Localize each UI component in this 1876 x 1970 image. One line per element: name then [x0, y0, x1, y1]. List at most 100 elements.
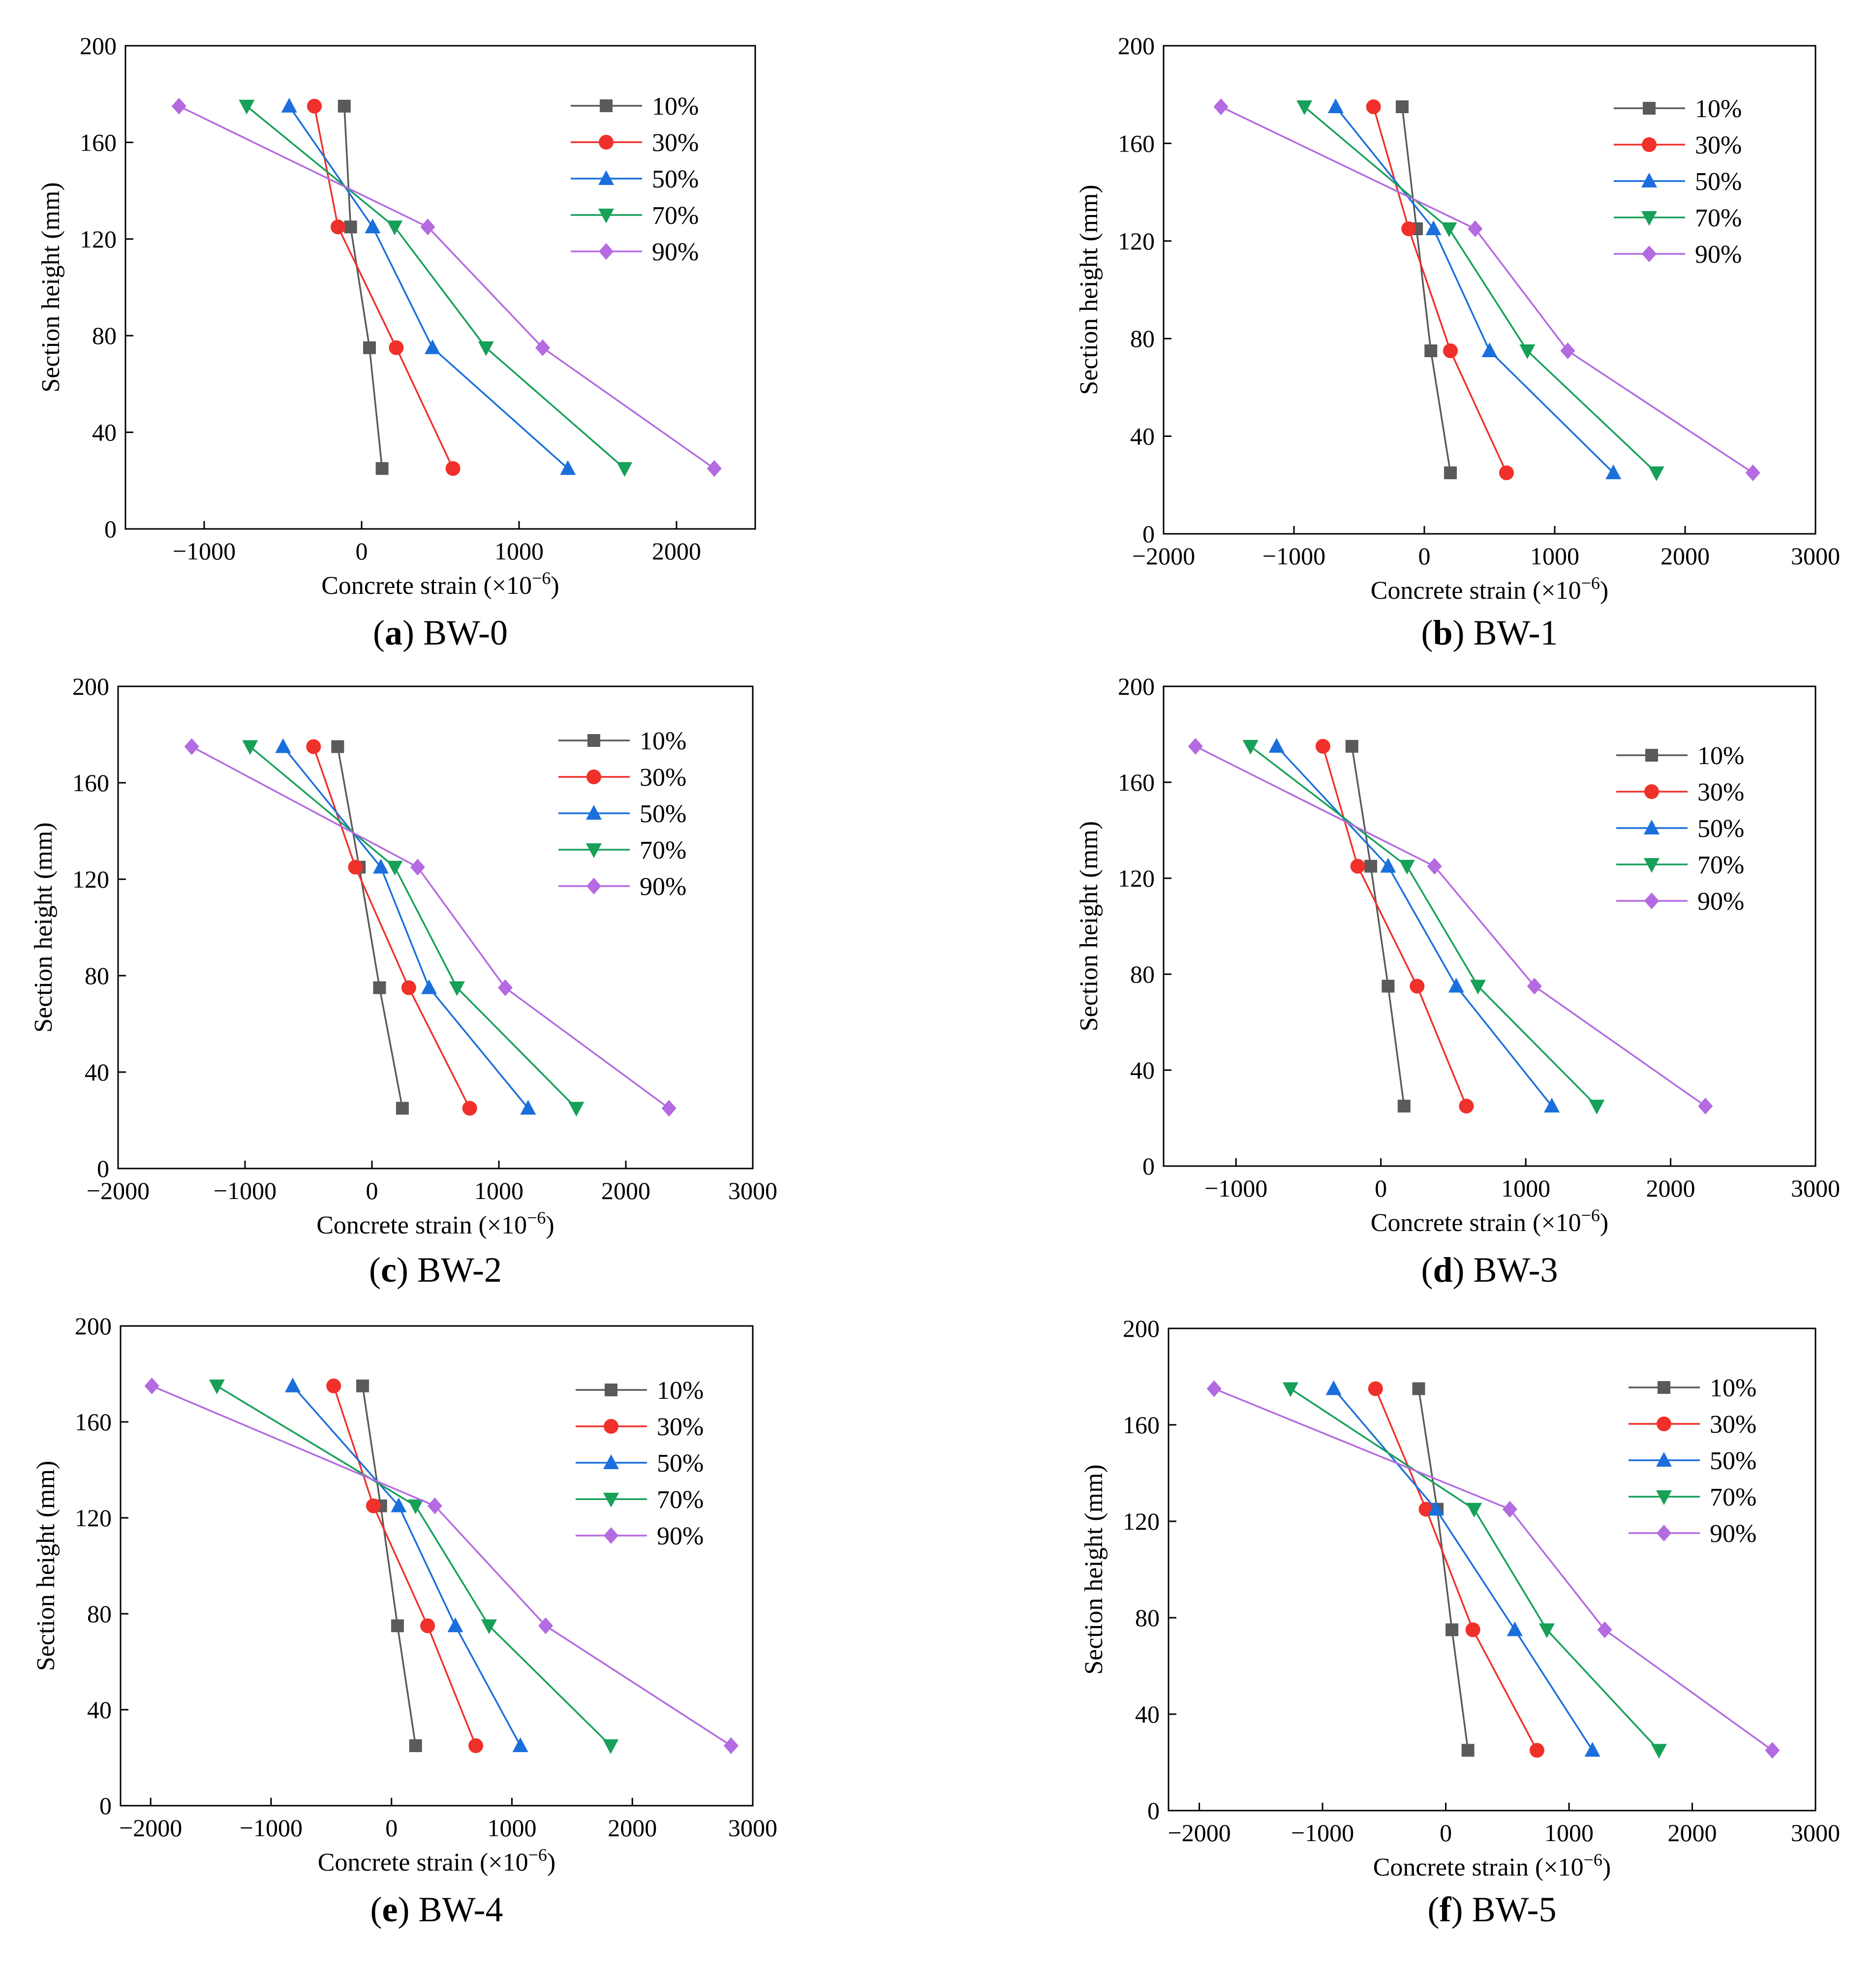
data-point: [1560, 342, 1575, 359]
y-tick-label: 0: [97, 1155, 109, 1182]
data-point: [497, 979, 513, 996]
data-point: [407, 1499, 424, 1514]
y-tick-label: 160: [72, 769, 109, 797]
x-tick-label: 1000: [1544, 1819, 1594, 1847]
x-tick-label: 0: [356, 537, 368, 565]
legend-entry: 50%: [1697, 815, 1744, 843]
chart-panel-a: −1000 0 1000 2000 0 40 80 120 160 200 Concrete str…: [37, 32, 756, 652]
data-point: [1648, 466, 1664, 481]
series-line: [288, 105, 569, 469]
series-10pct: [1412, 1382, 1475, 1757]
y-axis-label: Section height (mm): [30, 822, 58, 1032]
x-tick-label: −1000: [240, 1814, 303, 1842]
data-point: [1441, 222, 1457, 237]
legend-entry: 90%: [1697, 888, 1744, 916]
data-point: [285, 1377, 301, 1392]
data-point: [1765, 1742, 1780, 1759]
legend-marker: [1658, 1381, 1670, 1394]
data-point: [1412, 1382, 1425, 1395]
x-tick-label: 2000: [1668, 1819, 1717, 1847]
series-90pct: [184, 738, 677, 1117]
y-tick-label: 120: [80, 225, 117, 253]
data-point: [1538, 1623, 1555, 1638]
data-point: [366, 1498, 381, 1513]
data-point: [707, 460, 722, 477]
x-tick-label: 1000: [1501, 1174, 1550, 1202]
data-point: [1448, 978, 1464, 993]
x-tick-label: −1000: [1262, 542, 1325, 570]
series-line: [337, 746, 403, 1108]
legend-marker: [604, 1419, 618, 1434]
data-point: [1401, 221, 1416, 236]
x-axis-label: Concrete strain (×10−6): [1371, 1205, 1609, 1237]
data-point: [1315, 739, 1330, 754]
y-tick-label: 0: [1147, 1797, 1160, 1824]
data-point: [616, 462, 633, 477]
series-line: [1214, 1387, 1773, 1751]
data-point: [396, 1102, 409, 1115]
series-90pct: [171, 97, 722, 477]
y-tick-label: 0: [104, 515, 117, 543]
chart-panel-c: −2000 −1000 0 1000 2000 3000 0 40 80 120 160 200 Con…: [30, 673, 777, 1290]
y-tick-label: 0: [1142, 520, 1155, 548]
data-point: [144, 1377, 159, 1394]
legend-marker: [1644, 820, 1660, 834]
x-tick-label: 0: [366, 1177, 378, 1204]
plot-frame: [1168, 1327, 1816, 1812]
data-point: [1206, 1380, 1222, 1397]
legend-marker: [599, 243, 614, 260]
data-point: [1468, 220, 1483, 237]
y-tick-label: 160: [1123, 1411, 1160, 1439]
legend-marker: [600, 99, 613, 112]
y-axis-label: Section height (mm): [1075, 185, 1103, 395]
data-point: [1399, 860, 1415, 875]
legend-entry: 90%: [652, 238, 699, 266]
y-tick-label: 80: [85, 962, 109, 989]
legend: 10% 30% 50% 70% 90%: [571, 92, 699, 266]
series-line: [1372, 106, 1507, 473]
data-point: [1350, 859, 1365, 874]
data-point: [306, 739, 321, 754]
series-10pct: [1345, 739, 1411, 1113]
legend-entry: 30%: [1695, 131, 1742, 159]
legend-marker: [1642, 137, 1657, 152]
series-line: [1250, 745, 1598, 1107]
y-tick-label: 200: [75, 1312, 112, 1340]
panel-caption: (e) BW-4: [370, 1890, 503, 1929]
legend-marker: [1643, 102, 1656, 115]
series-50pct: [1327, 98, 1622, 479]
data-point: [389, 340, 404, 355]
legend: 10% 30% 50% 70% 90%: [576, 1377, 704, 1550]
data-point: [1651, 1744, 1667, 1759]
data-point: [661, 1100, 677, 1117]
data-point: [391, 1497, 407, 1512]
y-tick-label: 120: [75, 1504, 112, 1532]
x-tick-label: 2000: [601, 1177, 650, 1204]
x-tick-label: 0: [385, 1814, 398, 1842]
x-tick-label: −2000: [87, 1177, 150, 1204]
series-line: [282, 746, 529, 1109]
data-point: [445, 461, 461, 476]
legend: 10% 30% 50% 70% 90%: [558, 727, 686, 901]
series-line: [179, 105, 715, 469]
x-tick-label: 1000: [474, 1177, 523, 1204]
data-point: [375, 462, 389, 475]
series-line: [1401, 106, 1451, 473]
legend-entry: 50%: [652, 165, 699, 193]
legend-marker: [1656, 1452, 1672, 1467]
data-point: [363, 341, 376, 354]
data-point: [420, 218, 435, 236]
data-point: [387, 861, 403, 876]
series-line: [1375, 1388, 1538, 1751]
legend-marker: [586, 878, 601, 894]
series-70pct: [239, 99, 633, 477]
data-point: [421, 979, 437, 994]
series-line: [312, 746, 471, 1109]
legend-entry: 70%: [1695, 204, 1742, 232]
series-line: [1276, 745, 1553, 1107]
plot-frame: [117, 685, 754, 1170]
legend: 10% 30% 50% 70% 90%: [1614, 95, 1742, 269]
y-tick-label: 0: [99, 1792, 112, 1819]
data-point: [1345, 739, 1358, 753]
y-tick-label: 40: [87, 1696, 112, 1724]
